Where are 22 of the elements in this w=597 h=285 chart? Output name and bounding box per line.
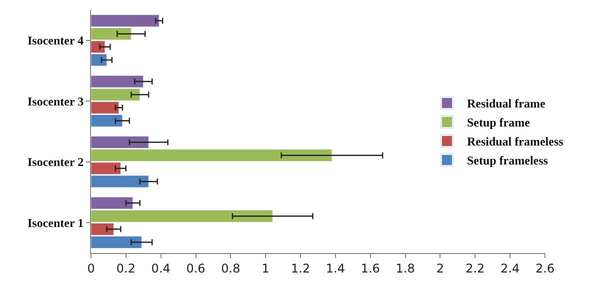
x-tick-label: 0.4: [151, 261, 170, 276]
x-tick-label: 0.6: [186, 261, 206, 276]
y-tick-label: Isocenter 2: [27, 155, 84, 170]
legend-label: Setup frame: [466, 116, 531, 130]
legend-label: Residual frameless: [466, 134, 564, 149]
x-tick-label: 0: [87, 261, 95, 276]
legend-label: Setup frameless: [466, 154, 548, 168]
x-tick-label: 2.4: [500, 261, 520, 276]
x-tick-label: 1.4: [326, 261, 346, 276]
y-tick-label: Isocenter 1: [27, 216, 84, 230]
y-tick-label: Isocenter 3: [27, 94, 84, 108]
x-tick-label: 2.6: [535, 261, 555, 276]
x-tick-label: 1.2: [290, 261, 310, 276]
x-tick-label: 0.2: [116, 261, 136, 276]
y-tick-label: Isocenter 4: [27, 34, 84, 48]
x-tick-label: 0.8: [221, 261, 240, 276]
x-tick-label: 1.6: [360, 261, 380, 276]
x-tick-label: 1.8: [396, 261, 415, 276]
x-tick-label: 1: [262, 261, 270, 276]
x-tick-label: 2.2: [466, 261, 485, 276]
x-tick-label: 2: [436, 261, 444, 276]
legend-label: Residual frame: [466, 96, 546, 111]
